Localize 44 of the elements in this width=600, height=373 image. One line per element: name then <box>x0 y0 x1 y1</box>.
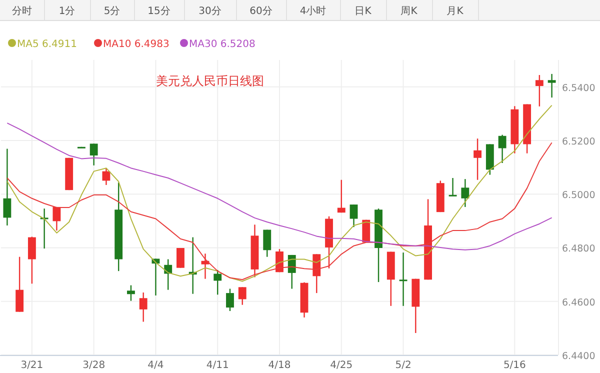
x-tick-label: 4/18 <box>268 360 291 371</box>
candlestick <box>214 269 222 296</box>
candlestick <box>263 229 272 258</box>
candlestick <box>139 292 148 322</box>
candlestick <box>52 206 61 232</box>
x-tick-label: 5/16 <box>503 360 526 371</box>
x-tick-label: 4/11 <box>206 360 229 371</box>
candlestick <box>28 236 36 284</box>
candlestick <box>448 177 457 196</box>
candlestick <box>548 73 556 98</box>
y-tick-label: 6.4600 <box>562 297 596 308</box>
candlestick <box>16 256 24 312</box>
candlestick <box>90 143 98 166</box>
line-series <box>6 104 552 282</box>
x-tick-label: 4/4 <box>148 360 164 371</box>
line-series <box>6 142 552 280</box>
tab-bar: 分时 1分 5分 15分 30分 60分 4小时 日K 周K 月K <box>0 0 600 21</box>
x-tick-label: 4/25 <box>330 360 353 371</box>
legend-label: MA5 6.4911 <box>17 39 77 50</box>
y-tick-label: 6.5200 <box>562 136 596 148</box>
candlestick <box>127 284 135 302</box>
y-tick-label: 6.4400 <box>562 351 596 362</box>
candlestick <box>535 74 544 107</box>
candlestick <box>498 134 506 164</box>
y-tick-label: 6.5400 <box>562 82 596 94</box>
line-series <box>6 122 552 250</box>
legend-label: MA30 6.5208 <box>189 39 256 50</box>
candlestick <box>102 167 110 186</box>
candlestick <box>350 204 358 228</box>
x-tick-label: 5/2 <box>395 360 412 371</box>
x-tick-label: 3/21 <box>20 360 44 371</box>
y-tick-label: 6.5000 <box>562 190 596 202</box>
text: 美元兑人民币日线图 <box>156 74 264 88</box>
legend-label: MA10 6.4983 <box>103 39 170 50</box>
y-tick-label: 6.4800 <box>562 244 596 255</box>
candlestick <box>238 286 246 306</box>
candlestick <box>3 148 12 226</box>
candlestick <box>226 288 234 312</box>
candlestick <box>474 138 482 180</box>
candlestick <box>461 178 470 208</box>
candlestick <box>399 252 408 307</box>
candlestick <box>176 247 184 268</box>
x-tick-label: 3/28 <box>82 360 106 371</box>
candlestick <box>337 179 346 214</box>
